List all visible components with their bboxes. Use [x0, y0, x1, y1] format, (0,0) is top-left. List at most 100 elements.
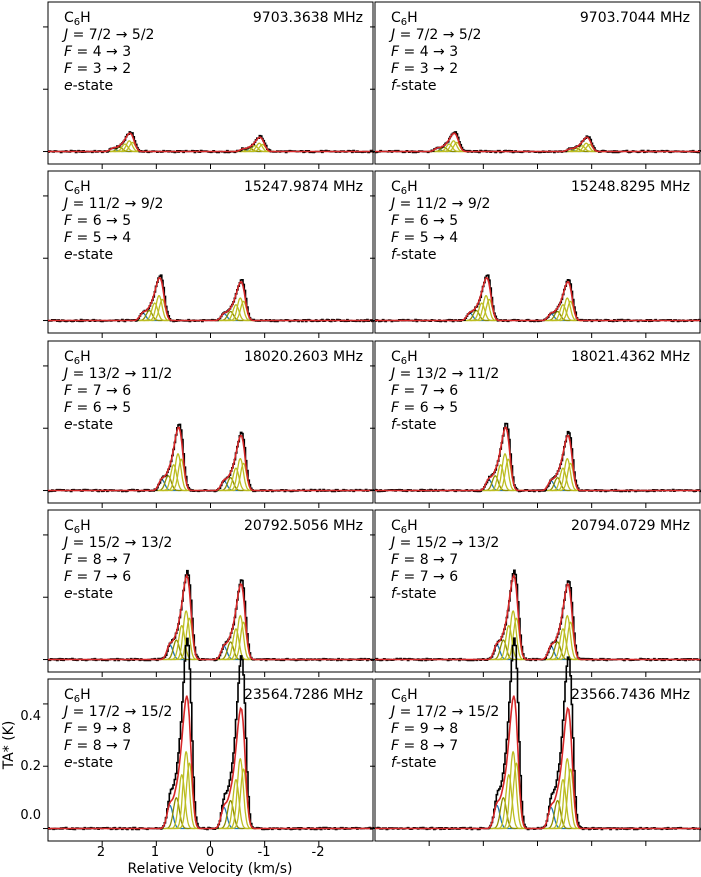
transition-label: J = 7/2 → 5/2	[388, 27, 481, 43]
state-label: e-state	[64, 247, 113, 263]
state-label: e-state	[64, 755, 113, 771]
molecule-label: C6H	[64, 349, 91, 367]
x-axis-label: Relative Velocity (km/s)	[128, 861, 293, 877]
f-main-label: F = 7 → 6	[64, 383, 131, 399]
frequency-label: 15248.8295 MHz	[571, 179, 690, 195]
frequency-label: 23564.7286 MHz	[244, 687, 363, 703]
transition-label: J = 17/2 → 15/2	[388, 704, 499, 720]
molecule-label: C6H	[391, 179, 418, 197]
molecule-label: C6H	[64, 10, 91, 28]
component-line-0-1	[149, 475, 188, 492]
observed-spectrum	[375, 422, 701, 493]
f-second-label: F = 3 → 2	[391, 61, 458, 77]
fit-spectrum	[48, 276, 373, 322]
observed-spectrum	[375, 131, 701, 154]
fit-spectrum	[48, 426, 373, 492]
x-tick-label-2: 2	[97, 845, 105, 860]
component-line-1-1	[538, 641, 577, 661]
state-label: e-state	[64, 417, 113, 433]
f-second-label: F = 7 → 6	[64, 569, 131, 585]
f-second-label: F = 6 → 5	[64, 400, 131, 416]
fit-spectrum	[48, 132, 373, 153]
f-main-label: F = 4 → 3	[391, 44, 458, 60]
observed-spectrum	[48, 131, 375, 154]
frequency-label: 20792.5056 MHz	[244, 518, 363, 534]
fit-spectrum	[375, 426, 700, 492]
state-label: f-state	[391, 247, 436, 263]
y-tick-label-0.2: 0.2	[20, 759, 41, 774]
molecule-label: C6H	[391, 10, 418, 28]
frequency-label: 9703.7044 MHz	[580, 10, 690, 26]
f-second-label: F = 7 → 6	[391, 569, 458, 585]
y-tick-label-0.4: 0.4	[20, 709, 41, 724]
component-line-1-1	[538, 799, 577, 830]
y-axis-label: TA* (K)	[1, 721, 17, 771]
fit-spectrum	[48, 695, 373, 830]
molecule-label: C6H	[391, 687, 418, 705]
fit-spectrum	[375, 132, 700, 153]
molecule-label: C6H	[391, 349, 418, 367]
transition-label: J = 13/2 → 11/2	[388, 366, 499, 382]
frequency-label: 15247.9874 MHz	[244, 179, 363, 195]
state-label: f-state	[391, 417, 436, 433]
frequency-label: 23566.7436 MHz	[571, 687, 690, 703]
frequency-label: 9703.3638 MHz	[253, 10, 363, 26]
svg-text:TA* (K): TA* (K)	[1, 721, 17, 771]
frequency-label: 18020.2603 MHz	[244, 349, 363, 365]
f-main-label: F = 6 → 5	[64, 213, 131, 229]
frequency-label: 18021.4362 MHz	[571, 349, 690, 365]
component-line-0-1	[484, 797, 523, 830]
state-label: f-state	[391, 78, 436, 94]
y-axis-label-text: TA* (K)	[1, 721, 17, 771]
molecule-label: C6H	[64, 518, 91, 536]
f-second-label: F = 8 → 7	[391, 738, 458, 754]
x-tick-label-1: 1	[151, 845, 159, 860]
observed-spectrum	[375, 274, 701, 323]
molecule-label: C6H	[64, 179, 91, 197]
state-label: f-state	[391, 586, 436, 602]
x-tick-label-0: 0	[206, 845, 214, 860]
transition-label: J = 15/2 → 13/2	[388, 535, 499, 551]
transition-label: J = 17/2 → 15/2	[61, 704, 172, 720]
fit-spectrum	[48, 573, 373, 661]
f-second-label: F = 5 → 4	[391, 230, 458, 246]
state-label: e-state	[64, 586, 113, 602]
transition-label: J = 7/2 → 5/2	[61, 27, 154, 43]
transition-label: J = 13/2 → 11/2	[61, 366, 172, 382]
f-main-label: F = 6 → 5	[391, 213, 458, 229]
state-label: f-state	[391, 755, 436, 771]
observed-spectrum	[48, 423, 375, 493]
frequency-label: 20794.0729 MHz	[571, 518, 690, 534]
f-second-label: F = 5 → 4	[64, 230, 131, 246]
observed-spectrum	[48, 274, 375, 323]
component-line-1-1	[211, 641, 250, 661]
f-main-label: F = 9 → 8	[64, 721, 131, 737]
x-tick-label-neg2: -2	[312, 845, 325, 860]
component-line-0-1	[157, 797, 196, 830]
f-second-label: F = 6 → 5	[391, 400, 458, 416]
transition-label: J = 11/2 → 9/2	[61, 196, 163, 212]
f-second-label: F = 8 → 7	[64, 738, 131, 754]
f-main-label: F = 7 → 6	[391, 383, 458, 399]
f-main-label: F = 9 → 8	[391, 721, 458, 737]
f-main-label: F = 4 → 3	[64, 44, 131, 60]
molecule-label: C6H	[391, 518, 418, 536]
fit-spectrum	[375, 695, 700, 830]
fit-spectrum	[375, 573, 700, 661]
f-main-label: F = 8 → 7	[64, 552, 131, 568]
transition-label: J = 11/2 → 9/2	[388, 196, 490, 212]
molecule-label: C6H	[64, 687, 91, 705]
y-tick-label-0.0: 0.0	[20, 808, 41, 823]
x-tick-label-neg1: -1	[258, 845, 271, 860]
